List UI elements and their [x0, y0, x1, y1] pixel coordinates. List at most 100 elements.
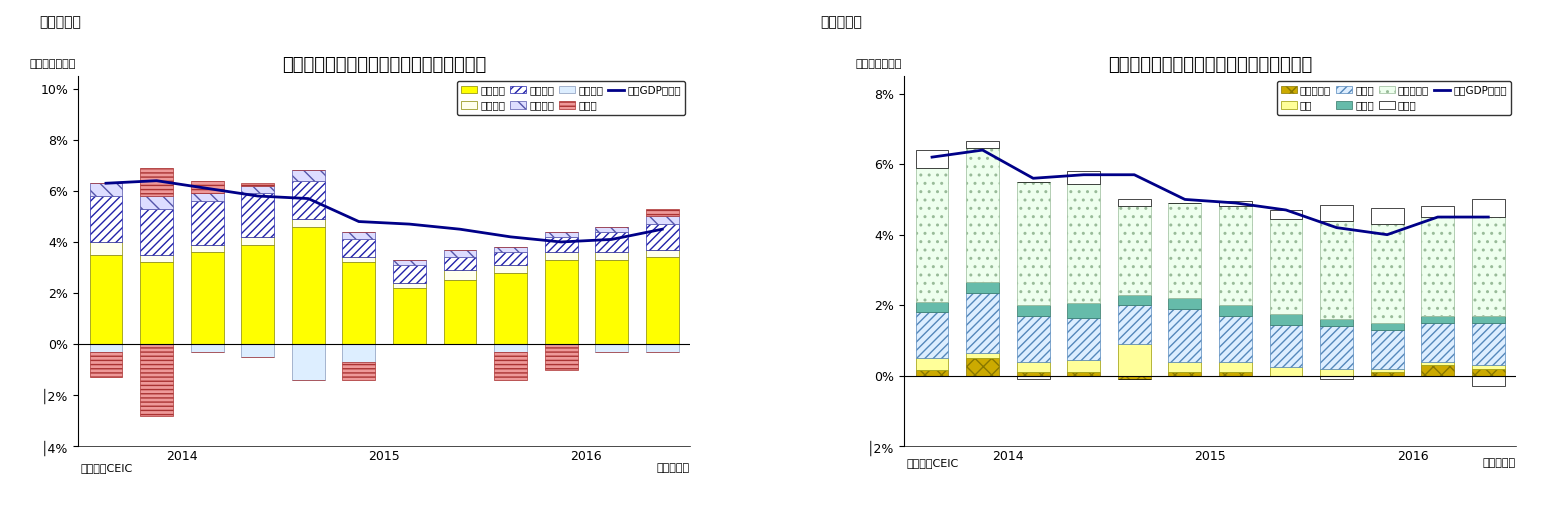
Bar [646, 344, 678, 352]
Bar [646, 224, 678, 249]
Bar [342, 344, 375, 362]
Bar [1169, 298, 1202, 309]
Bar [966, 293, 999, 353]
Bar [916, 312, 949, 358]
Bar [1472, 369, 1505, 376]
Bar [596, 344, 628, 352]
Bar [1016, 182, 1050, 305]
Bar [444, 249, 477, 257]
Bar [1371, 323, 1404, 330]
Bar [596, 227, 628, 232]
Bar [1321, 376, 1354, 379]
Text: （四半期）: （四半期） [1483, 458, 1516, 468]
Bar [1421, 217, 1454, 316]
Bar [1421, 323, 1454, 361]
Bar [89, 242, 122, 255]
Bar [141, 263, 173, 344]
Text: （前年同期比）: （前年同期比） [30, 59, 75, 68]
Text: 2014: 2014 [166, 450, 197, 463]
Bar [141, 168, 173, 196]
Text: （図表１）: （図表１） [39, 15, 81, 29]
Title: マレーシアの実質ＧＤＰ成長率（需要側）: マレーシアの実質ＧＤＰ成長率（需要側） [281, 56, 486, 75]
Legend: 農林水産業, 鉱業, 製造業, 建設業, サービス業, その他, 実質GDP成長率: 農林水産業, 鉱業, 製造業, 建設業, サービス業, その他, 実質GDP成長… [1277, 81, 1511, 115]
Bar [1016, 372, 1050, 376]
Bar [916, 302, 949, 312]
Bar [1016, 361, 1050, 372]
Bar [1169, 309, 1202, 361]
Bar [191, 180, 224, 194]
Bar [1219, 206, 1252, 305]
Bar [241, 183, 274, 186]
Text: 2014: 2014 [993, 450, 1024, 463]
Bar [392, 260, 425, 265]
Bar [1169, 372, 1202, 376]
Bar [141, 196, 173, 209]
Bar [1068, 303, 1100, 317]
Bar [1068, 372, 1100, 376]
Bar [1472, 316, 1505, 323]
Bar [1421, 365, 1454, 376]
Bar [1219, 201, 1252, 206]
Bar [392, 265, 425, 283]
Bar [1269, 210, 1302, 219]
Bar [1219, 305, 1252, 316]
Bar [1068, 171, 1100, 184]
Bar [141, 255, 173, 263]
Bar [1472, 217, 1505, 316]
Bar [966, 353, 999, 358]
Bar [494, 273, 527, 344]
Bar [444, 257, 477, 270]
Bar [89, 196, 122, 242]
Bar [966, 149, 999, 282]
Bar [1371, 224, 1404, 323]
Bar [89, 183, 122, 196]
Text: 2016: 2016 [570, 450, 602, 463]
Bar [1118, 376, 1150, 379]
Bar [241, 344, 274, 357]
Bar [342, 362, 375, 380]
Bar [444, 280, 477, 344]
Title: マレーシアの実質ＧＤＰ成長率（供給側）: マレーシアの実質ＧＤＰ成長率（供給側） [1108, 56, 1313, 75]
Bar [1068, 317, 1100, 360]
Bar [191, 194, 224, 201]
Bar [494, 265, 527, 273]
Bar [596, 232, 628, 252]
Bar [1118, 199, 1150, 206]
Bar [1472, 365, 1505, 369]
Bar [191, 244, 224, 252]
Bar [241, 237, 274, 244]
Bar [544, 252, 578, 260]
Bar [1371, 369, 1404, 372]
Bar [544, 232, 578, 237]
Bar [1118, 295, 1150, 305]
Bar [494, 352, 527, 380]
Bar [494, 247, 527, 252]
Bar [1118, 305, 1150, 344]
Bar [292, 170, 325, 180]
Bar [1118, 206, 1150, 295]
Bar [966, 141, 999, 149]
Text: 2016: 2016 [1397, 450, 1429, 463]
Bar [646, 257, 678, 344]
Bar [1321, 369, 1354, 376]
Bar [1371, 372, 1404, 376]
Bar [1219, 361, 1252, 372]
Bar [916, 150, 949, 168]
Bar [342, 239, 375, 257]
Bar [89, 344, 122, 352]
Bar [1169, 361, 1202, 372]
Bar [241, 244, 274, 344]
Bar [1269, 314, 1302, 324]
Text: （資料）CEIC: （資料）CEIC [81, 463, 133, 473]
Bar [292, 180, 325, 219]
Bar [1169, 203, 1202, 298]
Bar [342, 232, 375, 239]
Bar [191, 344, 224, 352]
Bar [342, 257, 375, 263]
Bar [916, 168, 949, 302]
Bar [646, 216, 678, 224]
Bar [1068, 360, 1100, 372]
Bar [966, 358, 999, 376]
Bar [1118, 344, 1150, 376]
Bar [241, 186, 274, 194]
